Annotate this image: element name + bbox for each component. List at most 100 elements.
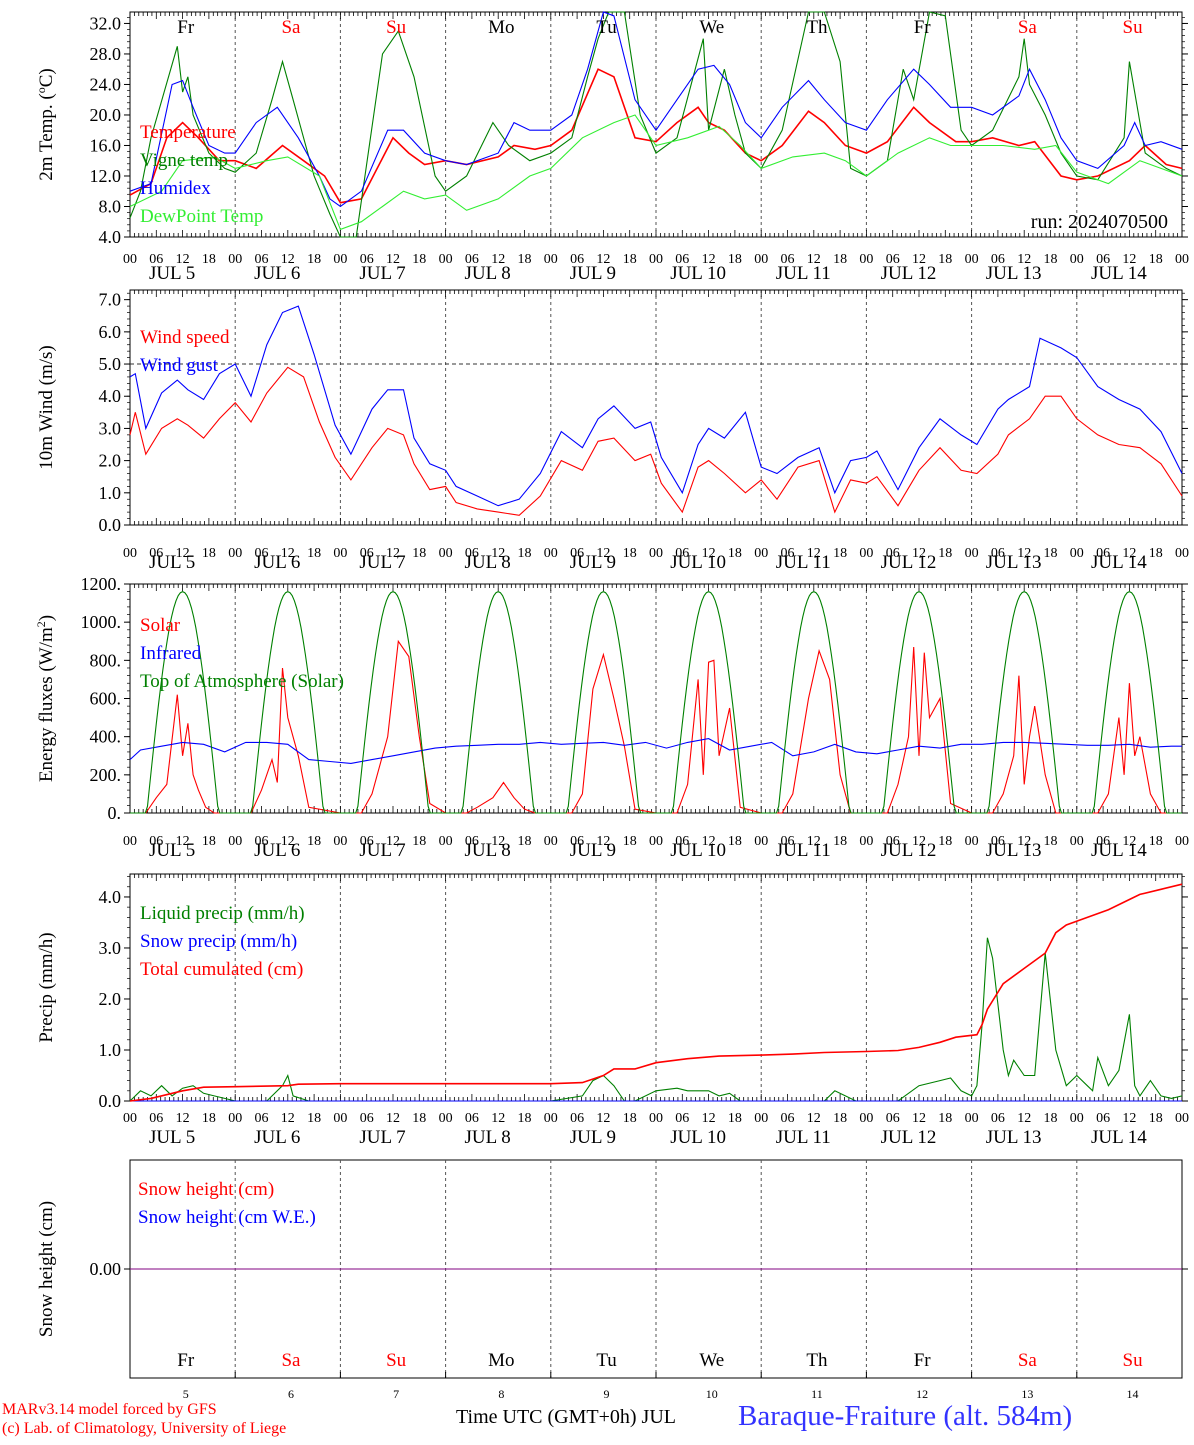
hour-tick-label: 18 (623, 546, 637, 561)
hour-tick-label: 00 (333, 252, 347, 267)
weekday-top: Th (806, 17, 828, 38)
weekday-bottom: Su (1123, 1350, 1144, 1371)
hour-tick-label: 12 (912, 546, 926, 561)
weekday-bottom: Th (806, 1350, 828, 1371)
hour-tick-label: 18 (202, 546, 216, 561)
date-label: JUL 14 (1091, 552, 1147, 573)
y-tick-label: 3.0 (99, 418, 122, 438)
series-line (129, 937, 1183, 1102)
hour-tick-label: 06 (991, 1111, 1005, 1126)
date-label: JUL 7 (359, 263, 405, 284)
day-number: 9 (604, 1387, 610, 1401)
hour-tick-label: 12 (176, 1111, 190, 1126)
hour-tick-label: 00 (228, 546, 242, 561)
hour-tick-label: 12 (281, 1111, 295, 1126)
hour-tick-label: 12 (1122, 252, 1136, 267)
hour-tick-label: 18 (1044, 252, 1058, 267)
date-label: JUL 8 (465, 1127, 511, 1148)
hour-tick-label: 00 (123, 834, 137, 849)
labels: 4.0 8.0 12.0 16.0 20.0 24.0 28.0 32.0 2m Temp. (… (34, 13, 1189, 1401)
hour-tick-label: 18 (1044, 1111, 1058, 1126)
date-label: JUL 6 (254, 1127, 300, 1148)
hour-tick-label: 18 (518, 1111, 532, 1126)
hour-tick-label: 00 (333, 834, 347, 849)
hour-tick-label: 00 (1175, 1111, 1189, 1126)
y-tick-label: 4.0 (99, 887, 122, 907)
hour-tick-label: 12 (912, 1111, 926, 1126)
hour-tick-label: 00 (649, 834, 663, 849)
date-label: JUL 6 (254, 263, 300, 284)
date-label: JUL 12 (881, 552, 937, 573)
hour-tick-label: 12 (1017, 1111, 1031, 1126)
hour-tick-label: 06 (465, 834, 479, 849)
hour-tick-label: 00 (544, 546, 558, 561)
hour-tick-label: 18 (1149, 252, 1163, 267)
hour-tick-label: 18 (412, 546, 426, 561)
date-label: JUL 11 (776, 552, 831, 573)
hour-tick-label: 06 (1096, 252, 1110, 267)
day-number: 6 (288, 1387, 294, 1401)
hour-tick-label: 18 (518, 252, 532, 267)
hour-tick-label: 00 (1175, 252, 1189, 267)
hour-tick-label: 06 (781, 834, 795, 849)
y-tick-label: 800. (90, 650, 122, 670)
series-line (129, 305, 1183, 507)
legend-entry: Top of Atmosphere (Solar) (140, 671, 344, 692)
hour-tick-label: 12 (1017, 252, 1031, 267)
day-number: 5 (183, 1387, 189, 1401)
date-label: JUL 13 (986, 840, 1042, 861)
hour-tick-label: 06 (465, 1111, 479, 1126)
hour-tick-label: 18 (833, 546, 847, 561)
date-label: JUL 7 (359, 552, 405, 573)
weekday-top: Su (1123, 17, 1144, 38)
hour-tick-label: 18 (202, 252, 216, 267)
hour-tick-label: 12 (912, 252, 926, 267)
date-label: JUL 7 (359, 840, 405, 861)
date-label: JUL 14 (1091, 263, 1147, 284)
hour-tick-label: 06 (149, 546, 163, 561)
y-tick-label: 200. (90, 765, 122, 785)
day-number: 7 (393, 1387, 399, 1401)
legend-entry: Snow height (cm) (138, 1179, 274, 1200)
hour-tick-label: 12 (702, 1111, 716, 1126)
hour-tick-label: 00 (123, 1111, 137, 1126)
hour-tick-label: 06 (1096, 834, 1110, 849)
hour-tick-label: 06 (255, 834, 269, 849)
hour-tick-label: 00 (649, 546, 663, 561)
hour-tick-label: 00 (1070, 546, 1084, 561)
hour-tick-label: 00 (439, 1111, 453, 1126)
hour-tick-label: 00 (439, 546, 453, 561)
hour-tick-label: 18 (412, 834, 426, 849)
legend-entry: Snow height (cm W.E.) (138, 1207, 316, 1228)
hour-tick-label: 00 (1175, 546, 1189, 561)
date-label: JUL 9 (570, 840, 616, 861)
series-line (129, 11, 1183, 208)
day-number: 10 (706, 1387, 718, 1401)
hour-tick-label: 00 (754, 834, 768, 849)
hour-tick-label: 18 (938, 834, 952, 849)
hour-tick-label: 06 (255, 252, 269, 267)
hour-tick-label: 12 (596, 546, 610, 561)
date-label: JUL 8 (465, 263, 511, 284)
hour-tick-label: 00 (859, 834, 873, 849)
legend-entry: Solar (140, 615, 181, 636)
hour-tick-label: 06 (570, 834, 584, 849)
hour-tick-label: 18 (307, 546, 321, 561)
hour-tick-label: 00 (228, 1111, 242, 1126)
day-number: 11 (811, 1387, 823, 1401)
legend-entry: Vigne temp (140, 150, 228, 171)
hour-tick-label: 12 (491, 834, 505, 849)
date-label: JUL 9 (570, 263, 616, 284)
series-line (129, 11, 1183, 238)
weekday-top: Tu (596, 17, 617, 38)
hour-tick-label: 12 (491, 252, 505, 267)
legend-entry: DewPoint Temp (140, 206, 263, 227)
y-tick-label: 400. (90, 727, 122, 747)
y-axis-label: Precip (mm/h) (36, 932, 57, 1042)
data-series (129, 11, 1183, 1270)
legend-entry: Total cumulated (cm) (140, 959, 303, 980)
hour-tick-label: 00 (123, 252, 137, 267)
model-credit: MARv3.14 model forced by GFS (c) Lab. of… (2, 1400, 286, 1438)
hour-tick-label: 12 (702, 834, 716, 849)
hour-tick-label: 18 (623, 834, 637, 849)
